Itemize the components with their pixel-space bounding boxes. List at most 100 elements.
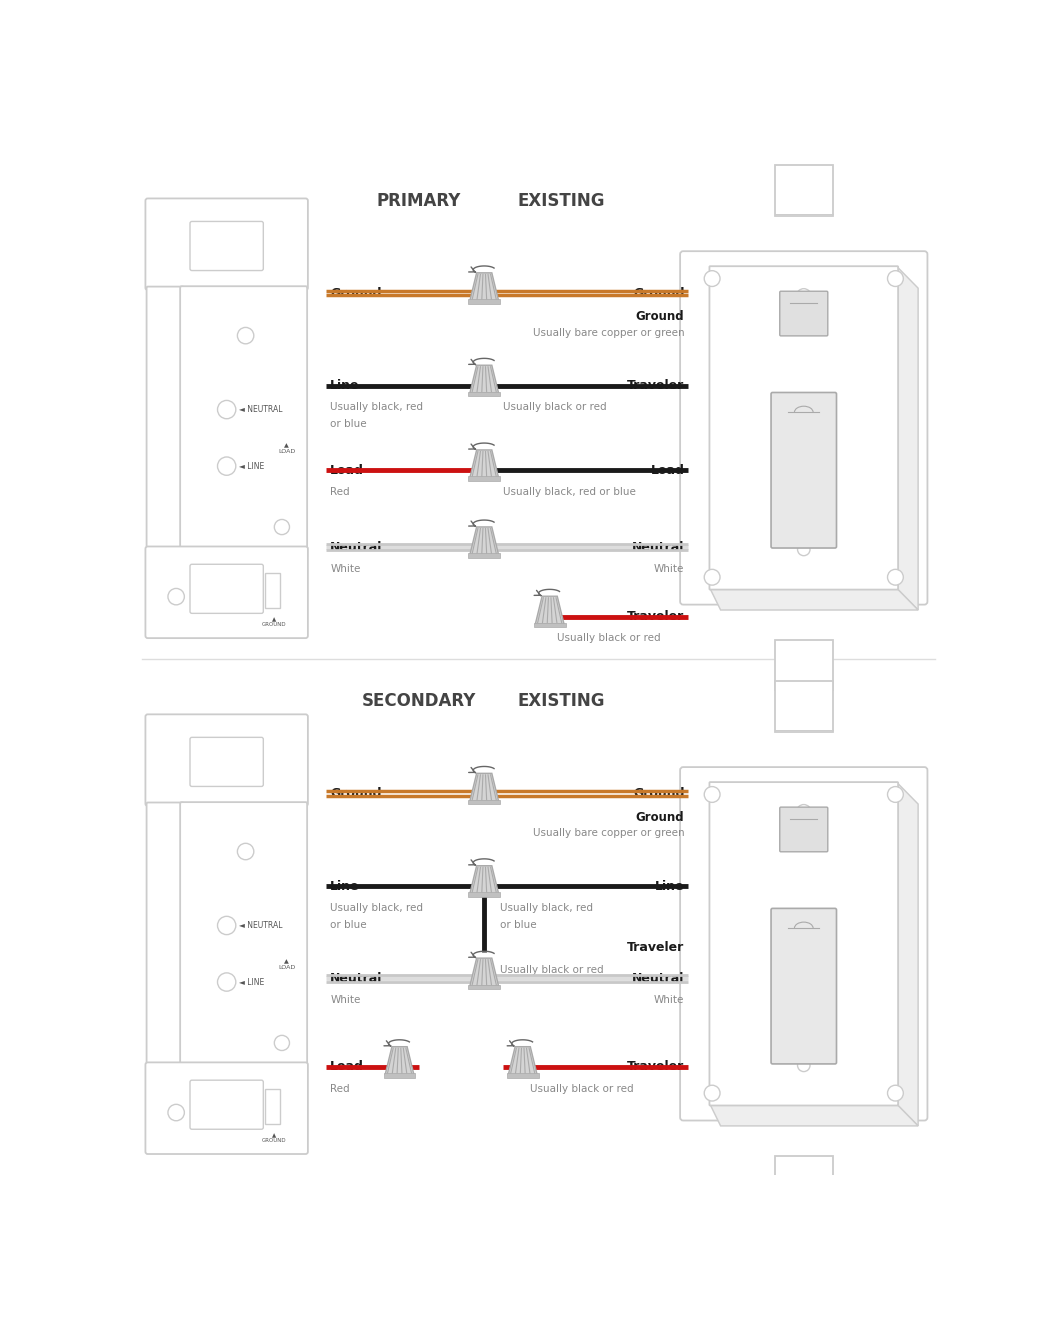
- Bar: [775, 165, 833, 216]
- Text: PRIMARY: PRIMARY: [377, 191, 461, 210]
- Text: White: White: [330, 995, 360, 1006]
- FancyBboxPatch shape: [147, 286, 184, 558]
- Text: EXISTING: EXISTING: [518, 692, 605, 710]
- Text: ▲
GROUND: ▲ GROUND: [261, 616, 287, 627]
- Polygon shape: [469, 527, 499, 554]
- Bar: [468, 985, 500, 989]
- Circle shape: [887, 787, 903, 803]
- Circle shape: [887, 569, 903, 585]
- FancyBboxPatch shape: [190, 564, 264, 614]
- Text: Line: Line: [655, 879, 685, 892]
- Polygon shape: [469, 366, 499, 393]
- Circle shape: [798, 1059, 810, 1072]
- Circle shape: [217, 916, 236, 935]
- Bar: [468, 300, 500, 304]
- Circle shape: [274, 1035, 290, 1051]
- Polygon shape: [469, 866, 499, 894]
- Polygon shape: [710, 1105, 918, 1126]
- Text: Usually black, red: Usually black, red: [330, 403, 423, 412]
- Text: Ground: Ground: [330, 286, 382, 300]
- Polygon shape: [898, 267, 918, 610]
- FancyBboxPatch shape: [181, 803, 307, 1074]
- Text: Usually black, red: Usually black, red: [330, 903, 423, 913]
- FancyBboxPatch shape: [780, 807, 827, 851]
- FancyBboxPatch shape: [145, 546, 308, 638]
- FancyBboxPatch shape: [145, 198, 308, 290]
- Circle shape: [237, 843, 254, 859]
- Polygon shape: [385, 1047, 414, 1074]
- FancyBboxPatch shape: [710, 781, 898, 1106]
- FancyBboxPatch shape: [190, 222, 264, 271]
- Circle shape: [705, 787, 720, 803]
- Text: Traveler: Traveler: [627, 610, 685, 623]
- Text: ▲
LOAD: ▲ LOAD: [278, 444, 295, 454]
- Text: Usually black or red: Usually black or red: [558, 634, 662, 643]
- Text: Traveler: Traveler: [627, 1060, 685, 1073]
- Polygon shape: [508, 1047, 538, 1074]
- FancyBboxPatch shape: [181, 286, 307, 560]
- Text: Usually black or red: Usually black or red: [504, 403, 607, 412]
- Bar: [507, 1073, 539, 1077]
- Text: White: White: [330, 564, 360, 574]
- Text: ◄ LINE: ◄ LINE: [239, 978, 265, 986]
- Text: or blue: or blue: [330, 920, 366, 929]
- Text: Ground: Ground: [633, 286, 685, 300]
- FancyBboxPatch shape: [710, 267, 898, 590]
- Text: Load: Load: [330, 463, 364, 477]
- Bar: [533, 623, 566, 627]
- Circle shape: [210, 223, 228, 240]
- FancyBboxPatch shape: [771, 908, 837, 1064]
- Bar: [468, 477, 500, 480]
- Bar: [775, 640, 833, 690]
- Circle shape: [887, 271, 903, 286]
- Bar: [468, 800, 500, 804]
- Text: Usually black or red: Usually black or red: [500, 965, 604, 975]
- Polygon shape: [898, 783, 918, 1126]
- Circle shape: [237, 327, 254, 343]
- Bar: [775, 681, 833, 733]
- Polygon shape: [469, 450, 499, 478]
- Circle shape: [887, 1085, 903, 1101]
- Text: or blue: or blue: [500, 920, 537, 929]
- Text: Neutral: Neutral: [632, 541, 685, 554]
- Circle shape: [168, 1105, 185, 1121]
- FancyBboxPatch shape: [145, 714, 308, 807]
- FancyBboxPatch shape: [680, 251, 927, 605]
- Bar: [383, 1073, 416, 1077]
- Text: Usually black, red or blue: Usually black, red or blue: [504, 487, 636, 498]
- Circle shape: [217, 400, 236, 418]
- Text: Line: Line: [330, 379, 360, 392]
- FancyBboxPatch shape: [147, 803, 184, 1074]
- Circle shape: [797, 805, 811, 820]
- Text: White: White: [654, 995, 685, 1006]
- Text: Usually black, red: Usually black, red: [500, 903, 592, 913]
- FancyBboxPatch shape: [145, 1063, 308, 1154]
- FancyBboxPatch shape: [190, 1080, 264, 1130]
- Polygon shape: [469, 958, 499, 986]
- Text: Neutral: Neutral: [330, 972, 382, 985]
- Bar: [265, 573, 280, 609]
- Text: Ground: Ground: [330, 787, 382, 800]
- Text: ◄ NEUTRAL: ◄ NEUTRAL: [239, 921, 282, 931]
- Text: ▲
GROUND: ▲ GROUND: [261, 1133, 287, 1143]
- Text: Usually bare copper or green: Usually bare copper or green: [532, 829, 685, 838]
- Circle shape: [274, 520, 290, 535]
- Text: ◄ LINE: ◄ LINE: [239, 462, 265, 471]
- Text: Red: Red: [330, 487, 350, 498]
- FancyBboxPatch shape: [771, 392, 837, 548]
- FancyBboxPatch shape: [680, 767, 927, 1121]
- Circle shape: [210, 738, 228, 756]
- Bar: [468, 553, 500, 558]
- Text: Neutral: Neutral: [330, 541, 382, 554]
- Text: SECONDARY: SECONDARY: [361, 692, 476, 710]
- Text: White: White: [654, 564, 685, 574]
- Text: ◄ NEUTRAL: ◄ NEUTRAL: [239, 405, 282, 414]
- Text: Load: Load: [330, 1060, 364, 1073]
- Text: EXISTING: EXISTING: [518, 191, 605, 210]
- Circle shape: [797, 289, 811, 304]
- Circle shape: [217, 973, 236, 991]
- Polygon shape: [469, 273, 499, 301]
- FancyBboxPatch shape: [780, 292, 827, 335]
- Text: Traveler: Traveler: [627, 941, 685, 954]
- Bar: [775, 1155, 833, 1206]
